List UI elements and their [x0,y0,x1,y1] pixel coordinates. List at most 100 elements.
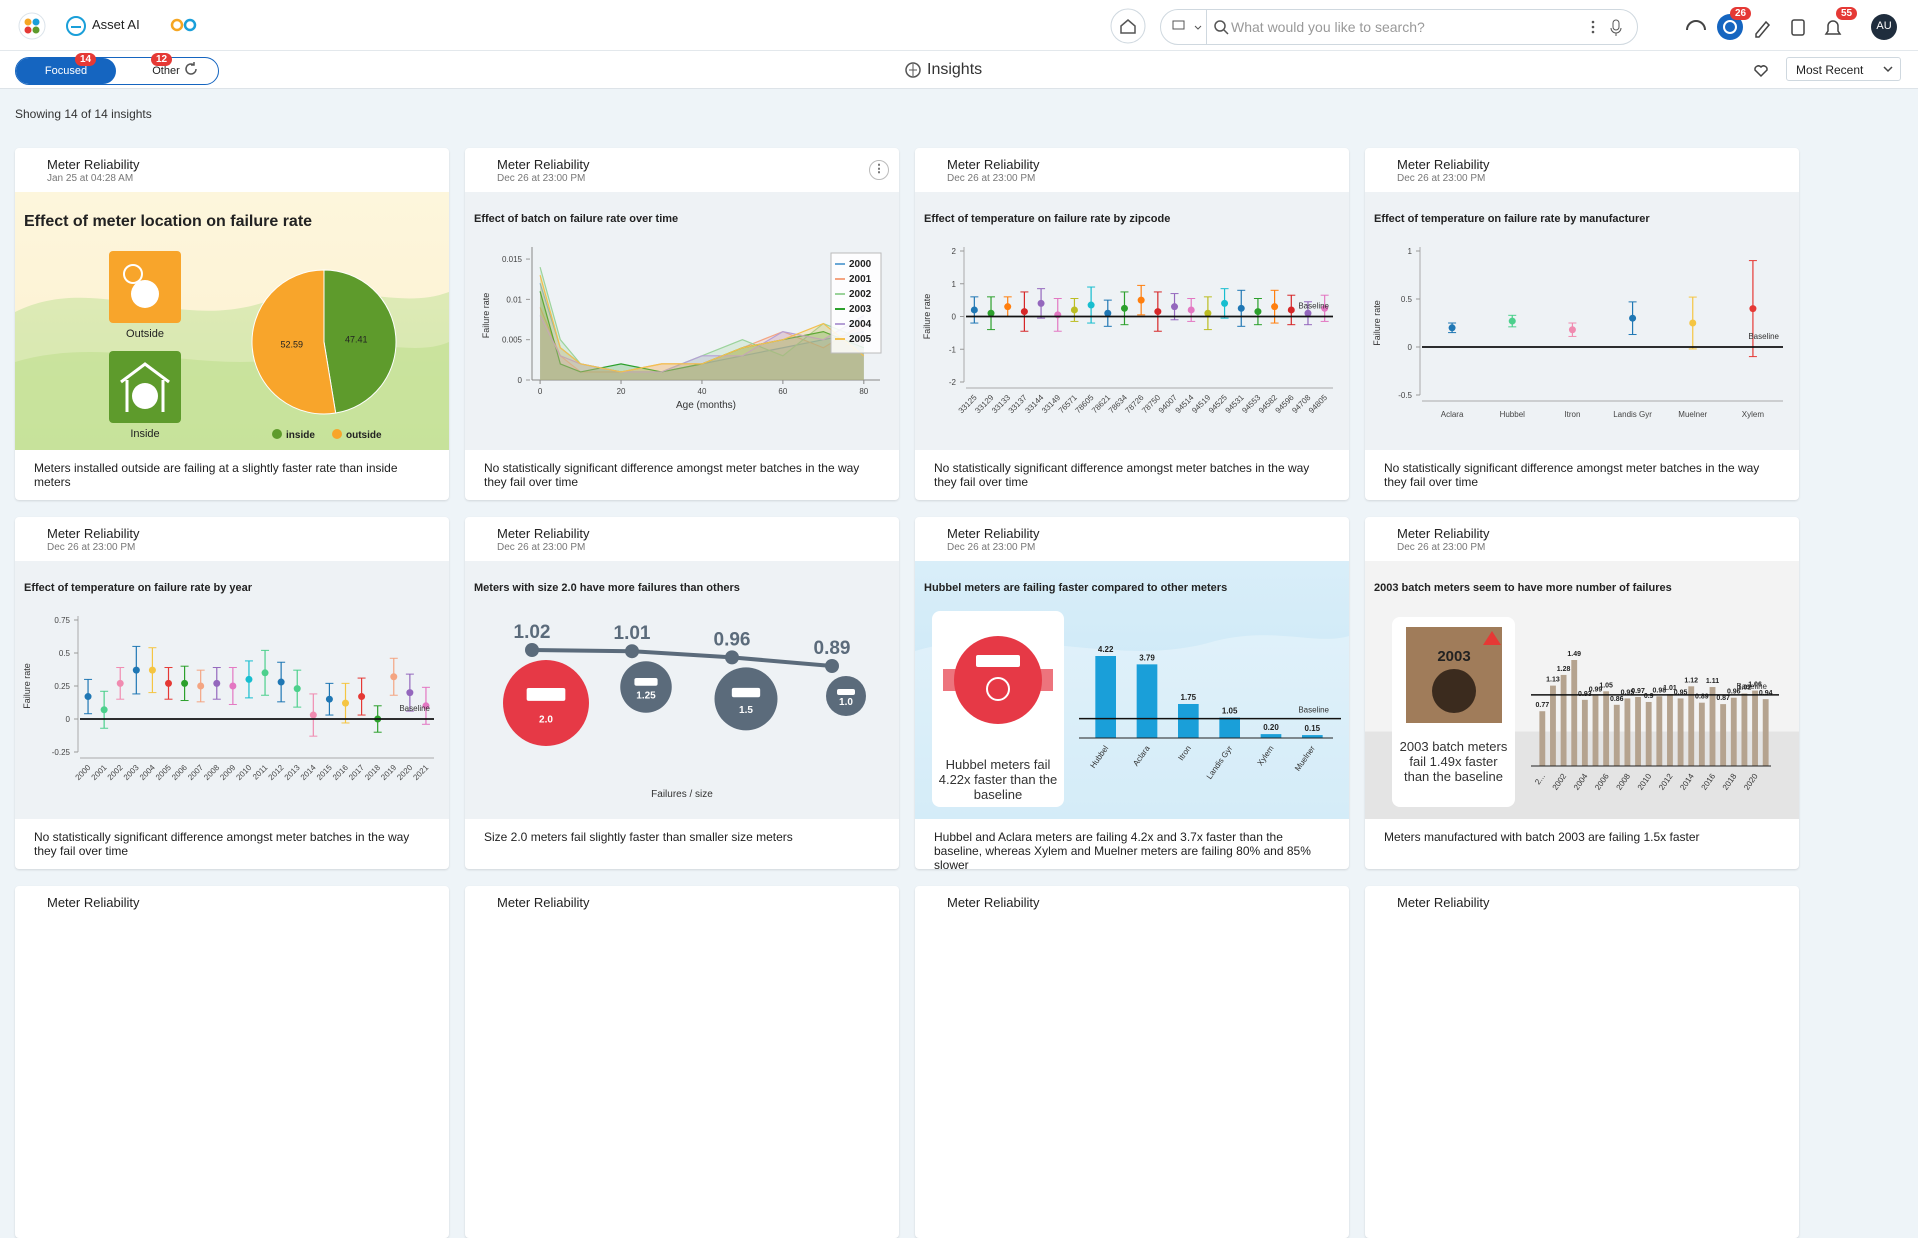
y-tick-label: 0.5 [59,649,71,658]
bar [1302,735,1323,738]
x-tick-label: 2013 [283,763,302,782]
y-tick-label: -0.25 [52,748,71,757]
meter-icon [837,689,855,695]
point [1689,319,1697,327]
search-actions[interactable] [1589,18,1629,36]
chart-title: 2003 batch meters seem to have more numb… [1374,582,1672,594]
point [1508,317,1516,325]
bar [1667,694,1673,766]
meter [954,636,1042,724]
value-label: 1.28 [1557,666,1571,673]
insight-card[interactable]: Meter Reliability Dec 26 at 23:00 PM Effec… [915,148,1349,500]
callout: 2003 2003 batch meters fail 1.49x faster … [1392,617,1515,807]
card-description: Size 2.0 meters fail slightly faster tha… [484,830,793,844]
insight-card[interactable]: Meter Reliability Dec 26 at 23:00 PM Effec… [1365,148,1799,500]
app-name: Asset AI [92,17,140,32]
point [1568,326,1576,334]
header-icons[interactable] [1684,14,1904,44]
home-button[interactable] [1110,8,1146,44]
y-tick-label: -0.5 [1398,391,1412,400]
card-category: Meter Reliability [47,157,140,172]
x-tick-label: 2015 [315,763,334,782]
insight-card[interactable]: Meter Reliability Dec 26 at 23:00 PM Meter… [465,517,899,869]
chart-area: Meters with size 2.0 have more failures … [465,561,899,819]
tab-focused[interactable]: Focused [16,58,116,84]
bar [1752,690,1758,766]
insight-card[interactable]: Meter Reliability Dec 26 at 23:00 PM Effec… [15,517,449,869]
insight-card[interactable]: Meter Reliability [15,886,449,1238]
point [277,678,285,686]
card-category: Meter Reliability [47,895,140,910]
point [1020,308,1028,316]
avatar[interactable]: AU [1876,20,1892,32]
card-description: No statistically significant difference … [934,461,1310,489]
card-category: Meter Reliability [47,526,140,541]
display [976,655,1020,667]
ao-logo [170,18,197,32]
insight-card[interactable]: Meter Reliability [465,886,899,1238]
point [165,679,172,687]
insight-card[interactable]: Meter Reliability Jan 25 at 04:28 AM Effec… [15,148,449,500]
value-label: 0.86 [1610,696,1624,703]
x-tick-label: 2012 [1657,772,1675,792]
chart-area: Hubbel meters are failing faster compare… [915,561,1349,819]
search-mode[interactable] [1171,18,1205,36]
legend-swatch [272,429,282,439]
search-box[interactable]: What would you like to search? [1160,9,1638,45]
x-tick-label: 2016 [331,763,350,782]
x-tick-label: 40 [698,387,707,396]
series-area [540,275,864,380]
y-tick-label: 1 [952,280,957,289]
point [1237,304,1245,312]
card-category: Meter Reliability [1397,157,1490,172]
bar [1571,660,1578,766]
card-date: Jan 25 at 04:28 AM [47,173,134,184]
point [1120,304,1128,312]
x-tick-label: 2020 [395,763,414,782]
point [213,679,221,687]
legend-label: 2000 [849,259,872,270]
chart-title: Effect of batch on failure rate over tim… [474,213,678,225]
value-label: 0.98 [1653,687,1667,694]
favorite[interactable] [1753,62,1769,78]
insight-card[interactable]: Meter Reliability [915,886,1349,1238]
chart-area: Effect of temperature on failure rate by… [1365,192,1799,450]
y-tick-label: 0.01 [506,295,522,304]
value-label: 0.15 [1305,724,1321,733]
logo[interactable] [18,12,46,40]
bar [1698,702,1705,766]
point [293,685,301,693]
bar [1635,696,1641,766]
slice-label: 47.41 [345,334,368,344]
card-description: No statistically significant difference … [34,830,410,858]
other-count: 12 [151,53,173,66]
insight-card[interactable]: Meter Reliability Dec 26 at 23:00 PM Hubbe… [915,517,1349,869]
point [84,693,92,701]
legend-swatch [332,429,342,439]
value-label: 4.22 [1098,645,1114,654]
insight-card[interactable]: Meter Reliability Dec 26 at 23:00 PM ⋮ Effe… [465,148,899,500]
card-description: Hubbel and Aclara meters are failing 4.2… [934,830,1311,869]
y-axis-label: Failure rate [922,294,932,340]
y-tick-label: 0.005 [502,336,523,345]
legend-label: 2001 [849,274,872,285]
point [1104,309,1112,317]
legend-label: outside [346,430,382,441]
x-tick-label: 2021 [411,763,430,782]
sort-select[interactable]: Most Recent [1786,57,1901,81]
point [987,309,995,317]
y-tick-label: 1 [1408,247,1413,256]
bar [1095,656,1116,738]
insight-card[interactable]: Meter Reliability [1365,886,1799,1238]
refresh[interactable] [183,61,199,77]
tab-other[interactable]: Other [152,65,180,77]
notifications-badge: 55 [1836,7,1858,20]
meter [131,280,159,308]
legend-label: inside [286,430,315,441]
insight-card[interactable]: Meter Reliability Dec 26 at 23:00 PM 2003 … [1365,517,1799,869]
chart-area: Effect of temperature on failure rate by… [915,192,1349,450]
point [825,659,839,673]
y-tick-label: 0 [1408,343,1413,352]
card-date: Dec 26 at 23:00 PM [947,542,1036,553]
